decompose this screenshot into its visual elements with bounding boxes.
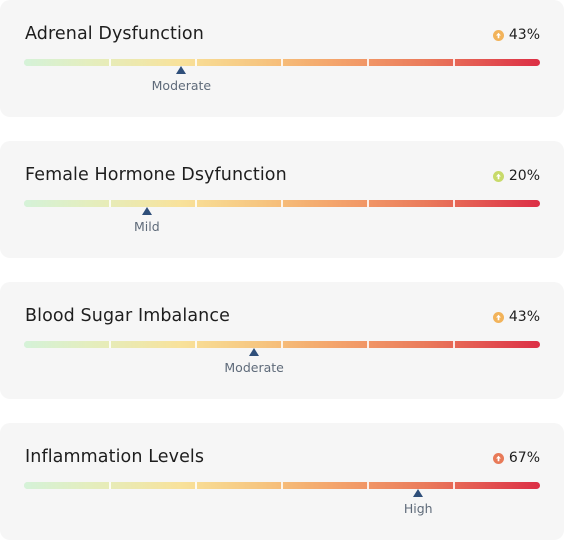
risk-scale-bar bbox=[24, 482, 540, 489]
level-marker-icon bbox=[413, 489, 424, 497]
level-marker-icon bbox=[141, 207, 152, 215]
scale-divider bbox=[367, 59, 369, 66]
risk-percent: 20% bbox=[508, 168, 540, 184]
risk-percent: 43% bbox=[508, 27, 540, 43]
arrow-up-icon bbox=[492, 170, 504, 182]
risk-card: Female Hormone Dsyfunction 20% Mild bbox=[0, 141, 564, 258]
scale-divider bbox=[109, 59, 111, 66]
scale-divider bbox=[367, 482, 369, 489]
risk-scale-bar bbox=[24, 59, 540, 66]
risk-scale-bar bbox=[24, 341, 540, 348]
level-marker-icon bbox=[249, 348, 260, 356]
scale-divider bbox=[195, 482, 197, 489]
risk-percent: 43% bbox=[508, 309, 540, 325]
level-label: High bbox=[403, 501, 433, 516]
scale-divider bbox=[281, 200, 283, 207]
scale-divider bbox=[453, 59, 455, 66]
scale-divider bbox=[367, 341, 369, 348]
scale-divider bbox=[195, 59, 197, 66]
arrow-up-icon bbox=[492, 452, 504, 464]
risk-card-title: Female Hormone Dsyfunction bbox=[25, 165, 287, 185]
risk-percent-badge: 43% bbox=[492, 309, 540, 325]
arrow-up-icon bbox=[492, 29, 504, 41]
scale-divider bbox=[281, 482, 283, 489]
scale-divider bbox=[453, 341, 455, 348]
risk-card-title: Blood Sugar Imbalance bbox=[25, 306, 230, 326]
risk-percent-badge: 67% bbox=[492, 450, 540, 466]
risk-card: Blood Sugar Imbalance 43% Moderate bbox=[0, 282, 564, 399]
scale-divider bbox=[453, 482, 455, 489]
risk-percent-badge: 20% bbox=[492, 168, 540, 184]
scale-divider bbox=[195, 341, 197, 348]
risk-card: Adrenal Dysfunction 43% Moderate bbox=[0, 0, 564, 117]
risk-percent-badge: 43% bbox=[492, 27, 540, 43]
scale-divider bbox=[367, 200, 369, 207]
scale-divider bbox=[453, 200, 455, 207]
scale-divider bbox=[109, 341, 111, 348]
arrow-up-icon bbox=[492, 311, 504, 323]
level-label: Mild bbox=[133, 219, 160, 234]
scale-divider bbox=[281, 341, 283, 348]
scale-divider bbox=[195, 200, 197, 207]
scale-divider bbox=[109, 482, 111, 489]
scale-divider bbox=[109, 200, 111, 207]
risk-card-title: Adrenal Dysfunction bbox=[25, 24, 204, 44]
risk-card-title: Inflammation Levels bbox=[25, 447, 205, 467]
scale-divider bbox=[281, 59, 283, 66]
level-label: Moderate bbox=[224, 360, 284, 375]
risk-card: Inflammation Levels 67% High bbox=[0, 423, 564, 540]
level-label: Moderate bbox=[151, 78, 212, 93]
risk-scale-bar bbox=[24, 200, 540, 207]
risk-percent: 67% bbox=[508, 450, 540, 466]
level-marker-icon bbox=[176, 66, 187, 74]
